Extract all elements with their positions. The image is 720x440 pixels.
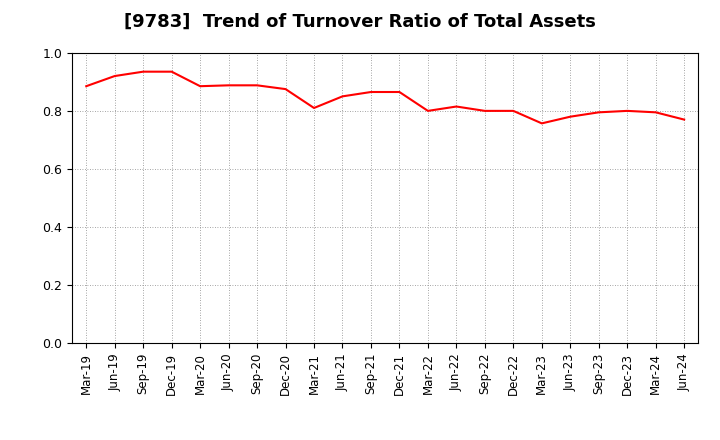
Text: [9783]  Trend of Turnover Ratio of Total Assets: [9783] Trend of Turnover Ratio of Total … [124, 13, 596, 31]
